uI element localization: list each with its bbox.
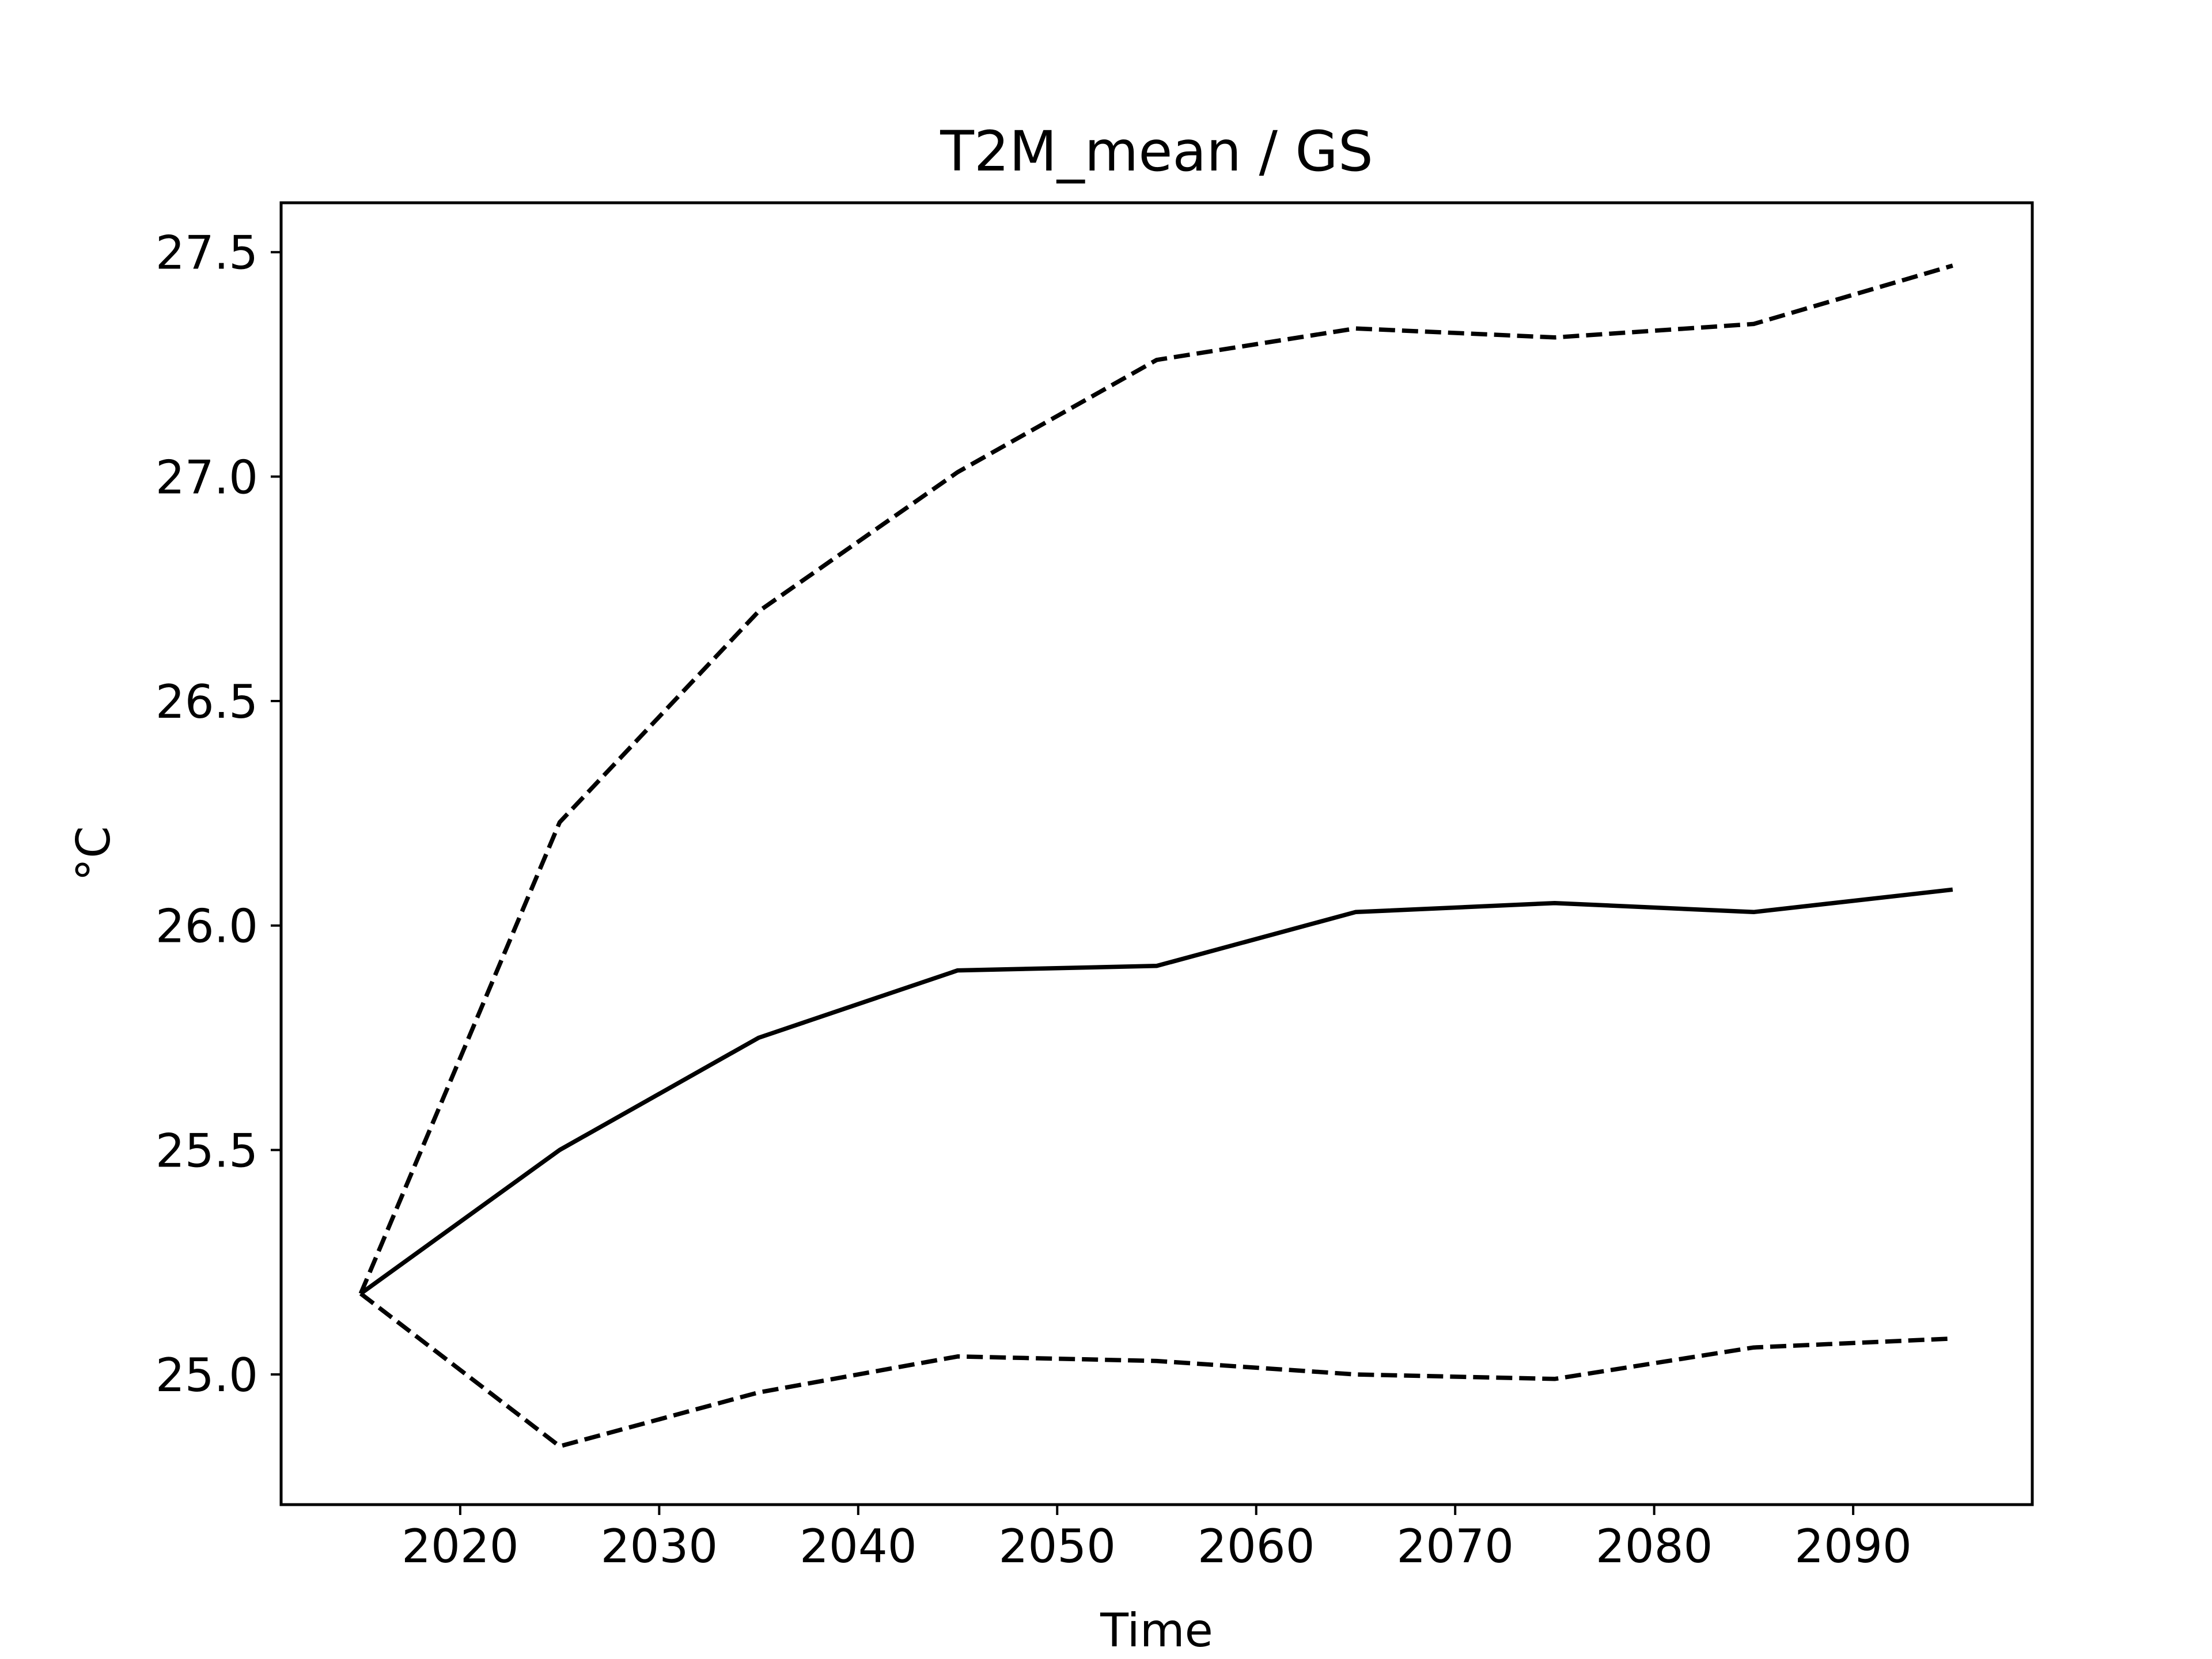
x-axis-ticks: 2020 2030 2040 2050 2060 2070 2080 2090 bbox=[402, 1505, 1912, 1573]
x-tick-label: 2070 bbox=[1396, 1520, 1514, 1573]
x-tick-label: 2020 bbox=[402, 1520, 519, 1573]
x-tick-label: 2060 bbox=[1198, 1520, 1315, 1573]
x-tick-label: 2040 bbox=[800, 1520, 917, 1573]
series-line-1 bbox=[359, 887, 1953, 1296]
y-tick-label: 25.5 bbox=[156, 1124, 258, 1177]
x-tick-label: 2090 bbox=[1794, 1520, 1912, 1573]
chart-title: T2M_mean / GS bbox=[940, 119, 1373, 184]
y-axis-ticks: 25.0 25.5 26.0 26.5 27.0 27.5 bbox=[156, 226, 281, 1402]
series-line-3 bbox=[359, 1291, 1953, 1449]
series-line-2 bbox=[358, 263, 1953, 1295]
series-layer bbox=[358, 263, 1953, 1449]
y-tick-label: 26.5 bbox=[156, 675, 258, 729]
y-axis-label: °C bbox=[67, 826, 120, 881]
x-axis-label: Time bbox=[1100, 1604, 1213, 1657]
y-tick-label: 27.0 bbox=[156, 450, 258, 504]
plot-frame bbox=[279, 201, 2034, 1506]
y-tick-label: 25.0 bbox=[156, 1349, 258, 1402]
y-tick-label: 27.5 bbox=[156, 226, 258, 280]
y-tick-label: 26.0 bbox=[156, 900, 258, 953]
x-tick-label: 2080 bbox=[1596, 1520, 1713, 1573]
x-tick-label: 2050 bbox=[998, 1520, 1116, 1573]
x-tick-label: 2030 bbox=[601, 1520, 718, 1573]
